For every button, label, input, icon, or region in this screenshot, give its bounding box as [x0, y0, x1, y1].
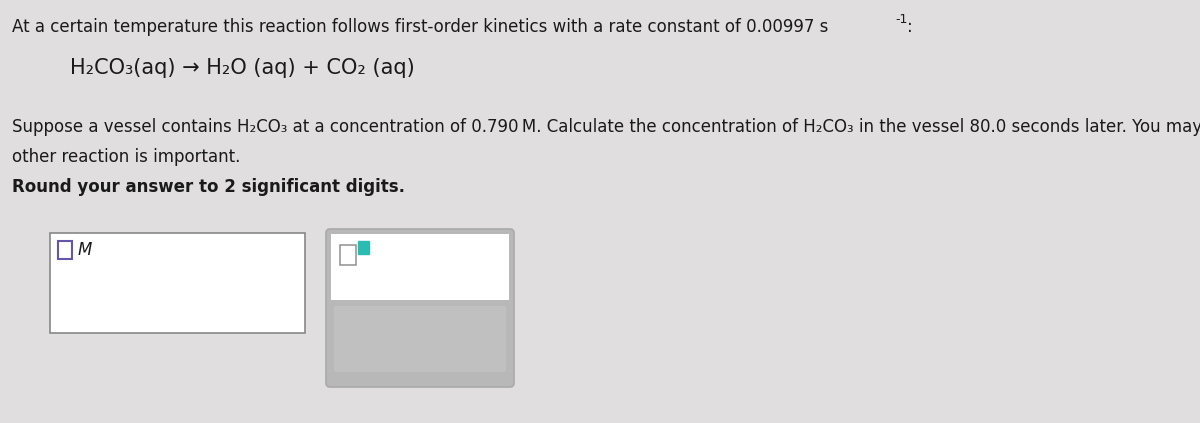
FancyBboxPatch shape — [328, 300, 512, 380]
Text: At a certain temperature this reaction follows first-order kinetics with a rate : At a certain temperature this reaction f… — [12, 18, 828, 36]
Text: :: : — [907, 18, 913, 36]
Text: H₂CO₃(aq) → H₂O (aq) + CO₂ (aq): H₂CO₃(aq) → H₂O (aq) + CO₂ (aq) — [70, 58, 415, 78]
FancyBboxPatch shape — [358, 241, 370, 254]
FancyBboxPatch shape — [50, 233, 305, 333]
Text: Round your answer to 2 significant digits.: Round your answer to 2 significant digit… — [12, 178, 406, 196]
FancyBboxPatch shape — [58, 241, 72, 259]
FancyBboxPatch shape — [334, 306, 506, 372]
Text: -1: -1 — [895, 13, 907, 26]
Text: ↺: ↺ — [450, 329, 469, 349]
Text: ×: × — [378, 329, 397, 349]
Text: other reaction is important.: other reaction is important. — [12, 148, 240, 166]
Text: Suppose a vessel contains H₂CO₃ at a concentration of 0.790 M. Calculate the con: Suppose a vessel contains H₂CO₃ at a con… — [12, 118, 1200, 136]
Text: M: M — [78, 241, 92, 259]
FancyBboxPatch shape — [331, 234, 509, 303]
FancyBboxPatch shape — [340, 245, 356, 265]
Text: ×10: ×10 — [358, 249, 384, 262]
FancyBboxPatch shape — [326, 229, 514, 387]
